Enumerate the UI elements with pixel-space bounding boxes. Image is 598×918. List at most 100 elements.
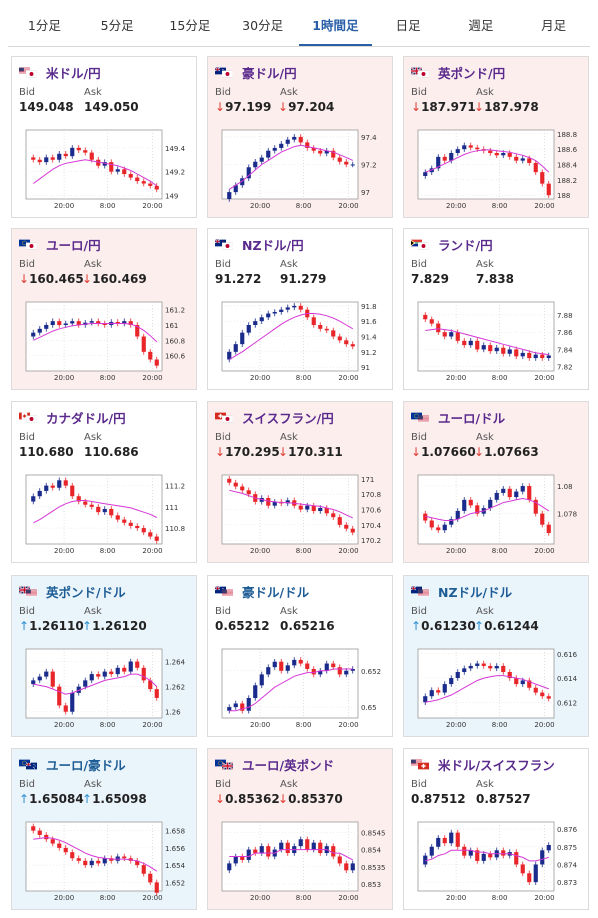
pair-name[interactable]: ユーロ/ドル xyxy=(438,410,506,426)
candle-body xyxy=(135,525,140,529)
candle-body xyxy=(305,663,310,669)
mini-chart[interactable]: 0.616 0.614 0.612 20:00 8:00 20:00 xyxy=(404,646,588,734)
candle-body xyxy=(494,665,499,669)
pair-name[interactable]: 豪ドル/ドル xyxy=(242,584,310,600)
rate-card[interactable]: 豪ドル/ドル Bid Ask 0.65212 0.65216 0.652 0.65 20:00… xyxy=(207,575,393,737)
tab-2[interactable]: 5分足 xyxy=(100,18,134,33)
tab-4[interactable]: 30分足 xyxy=(242,18,284,33)
candlestick-chart: 111.2 111 110.8 20:00 8:00 20:00 xyxy=(25,474,185,555)
down-arrow-icon: ↓ xyxy=(215,792,226,806)
candle-body xyxy=(128,522,133,526)
mini-chart[interactable]: 149.4 149.2 149 20:00 8:00 20:00 xyxy=(12,127,196,215)
mini-chart[interactable]: 91.8 91.6 91.4 91.2 91 20:00 8:00 20:00 xyxy=(208,299,392,387)
x-tick-label: 20:00 xyxy=(338,721,358,729)
candle-body xyxy=(246,167,251,179)
candle-body xyxy=(318,670,323,675)
tab-8[interactable]: 月足 xyxy=(541,18,567,33)
pair-name[interactable]: 英ポンド/ドル xyxy=(46,584,126,600)
pair-name[interactable]: 米ドル/円 xyxy=(46,65,101,81)
moving-average-line xyxy=(425,497,550,521)
mini-chart[interactable]: 0.876 0.875 0.874 0.873 20:00 8:00 20:00 xyxy=(404,819,588,907)
x-tick-label: 20:00 xyxy=(142,894,162,902)
candle-body xyxy=(115,169,120,172)
card-header: 英ポンド/ドル xyxy=(19,583,126,600)
plot-frame xyxy=(25,648,163,719)
rate-card[interactable]: ランド/円 Bid Ask 7.829 7.838 7.88 7.86 7.84 7.82 20:… xyxy=(403,228,589,390)
rate-card[interactable]: ユーロ/英ポンド Bid Ask ↓0.85362 ↓0.85370 0.8545 0.85… xyxy=(207,748,393,910)
candle-body xyxy=(50,485,55,488)
plot-frame xyxy=(417,648,555,719)
candle-body xyxy=(331,846,336,857)
pair-name[interactable]: スイスフラン/円 xyxy=(242,410,334,426)
rate-card[interactable]: NZドル/円 Bid Ask 91.272 91.279 91.8 91.6 91.4 91.2… xyxy=(207,228,393,390)
y-tick-label: 0.874 xyxy=(557,861,578,869)
candle-body xyxy=(31,826,36,831)
mini-chart[interactable]: 111.2 111 110.8 20:00 8:00 20:00 xyxy=(12,472,196,560)
moving-average-line xyxy=(229,668,353,712)
pair-name[interactable]: NZドル/ドル xyxy=(438,584,513,600)
pair-name[interactable]: NZドル/円 xyxy=(242,237,304,253)
mini-chart[interactable]: 161.2 161 160.8 160.6 20:00 8:00 20:00 xyxy=(12,299,196,387)
moving-average-line xyxy=(33,836,158,872)
card-header: 豪ドル/ドル xyxy=(215,583,310,600)
plot-frame xyxy=(221,648,359,719)
candle-body xyxy=(468,340,473,346)
pair-name[interactable]: 英ポンド/円 xyxy=(438,65,506,81)
rate-card[interactable]: 米ドル/スイスフラン Bid Ask 0.87512 0.87527 0.876 0.875… xyxy=(403,748,589,910)
ask-value-number: 0.87527 xyxy=(476,792,531,806)
bid-value-number: 7.829 xyxy=(411,272,449,286)
pair-name[interactable]: ランド/円 xyxy=(438,237,493,253)
rate-card[interactable]: 英ポンド/ドル Bid Ask ↑1.26110 ↑1.26120 1.264 1.262 1… xyxy=(11,575,197,737)
mini-chart[interactable]: 171 170.8 170.6 170.4 170.2 20:00 8:00 20:00 xyxy=(208,472,392,560)
flag-icon xyxy=(215,759,233,770)
candle-body xyxy=(546,696,551,699)
tab-1[interactable]: 1分足 xyxy=(27,18,61,33)
pair-name[interactable]: 米ドル/スイスフラン xyxy=(438,757,555,773)
down-arrow-icon: ↓ xyxy=(474,445,485,459)
tab-5[interactable]: 1時間足 xyxy=(299,8,372,46)
mini-chart[interactable]: 0.652 0.65 20:00 8:00 20:00 xyxy=(208,646,392,734)
candle-body xyxy=(31,157,36,160)
rate-card[interactable]: スイスフラン/円 Bid Ask ↓170.295 ↓170.311 171 170.8 17… xyxy=(207,401,393,563)
tab-7[interactable]: 週足 xyxy=(468,18,494,33)
x-tick-label: 20:00 xyxy=(446,202,466,210)
candle-body xyxy=(292,136,297,140)
mini-chart[interactable]: 0.8545 0.854 0.8535 0.853 20:00 8:00 20:00 xyxy=(208,819,392,907)
candle-body xyxy=(96,674,101,677)
pair-name[interactable]: ユーロ/円 xyxy=(46,237,101,253)
tab-6[interactable]: 日足 xyxy=(395,18,421,33)
rate-card[interactable]: 米ドル/円 Bid Ask 149.048 149.050 149.4 149.2 149 20… xyxy=(11,56,197,218)
candle-body xyxy=(83,680,88,687)
y-tick-label: 188.6 xyxy=(557,146,578,154)
x-tick-label: 20:00 xyxy=(534,202,554,210)
rate-card[interactable]: ユーロ/円 Bid Ask ↓160.465 ↓160.469 161.2 161 160.8… xyxy=(11,228,197,390)
candle-body xyxy=(481,853,486,861)
candle-body xyxy=(135,860,140,866)
pair-name[interactable]: ユーロ/英ポンド xyxy=(242,757,335,773)
candle-body xyxy=(546,183,551,196)
candle-body xyxy=(468,499,473,506)
mini-chart[interactable]: 7.88 7.86 7.84 7.82 20:00 8:00 20:00 xyxy=(404,299,588,387)
tab-3[interactable]: 15分足 xyxy=(169,18,211,33)
rate-card[interactable]: NZドル/ドル Bid Ask ↑0.61230 ↑0.61244 0.616 0.614 0… xyxy=(403,575,589,737)
mini-chart[interactable]: 97.4 97.2 97 20:00 8:00 20:00 xyxy=(208,127,392,215)
rate-card[interactable]: 豪ドル/円 Bid Ask ↓97.199 ↓97.204 97.4 97.2 97 20:00… xyxy=(207,56,393,218)
rate-card[interactable]: 英ポンド/円 Bid Ask ↓187.971 ↓187.978 188.8 188.6 18… xyxy=(403,56,589,218)
candle-body xyxy=(501,850,506,856)
ask-value-number: 0.61244 xyxy=(484,619,539,633)
down-arrow-icon: ↓ xyxy=(215,445,226,459)
pair-name[interactable]: 豪ドル/円 xyxy=(242,65,297,81)
rate-card[interactable]: ユーロ/ドル Bid Ask ↓1.07660 ↓1.07663 1.08 1.078 20:… xyxy=(403,401,589,563)
candle-body xyxy=(292,305,297,308)
mini-chart[interactable]: 1.658 1.656 1.654 1.652 20:00 8:00 20:00 xyxy=(12,819,196,907)
pair-name[interactable]: カナダドル/円 xyxy=(46,410,126,426)
candle-body xyxy=(429,690,434,697)
mini-chart[interactable]: 1.08 1.078 20:00 8:00 20:00 xyxy=(404,472,588,560)
mini-chart[interactable]: 188.8 188.6 188.4 188.2 188 20:00 8:00 20:00 xyxy=(404,127,588,215)
ask-value: 149.050 xyxy=(84,100,139,114)
pair-name[interactable]: ユーロ/豪ドル xyxy=(46,757,126,773)
mini-chart[interactable]: 1.264 1.262 1.26 20:00 8:00 20:00 xyxy=(12,646,196,734)
rate-card[interactable]: カナダドル/円 Bid Ask 110.680 110.686 111.2 111 110.8… xyxy=(11,401,197,563)
candle-body xyxy=(285,500,290,504)
rate-card[interactable]: ユーロ/豪ドル Bid Ask ↑1.65084 ↑1.65098 1.658 1.656 1… xyxy=(11,748,197,910)
